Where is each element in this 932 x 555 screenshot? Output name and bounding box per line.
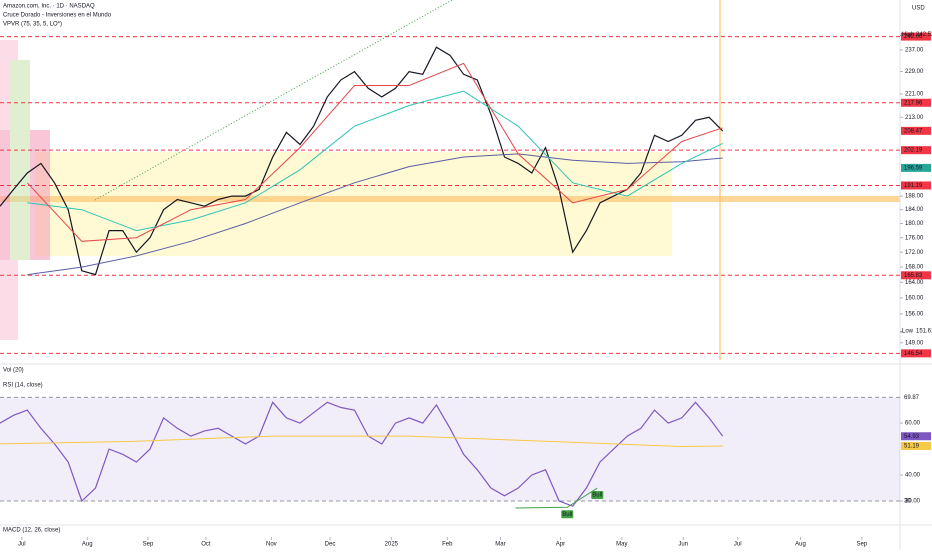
level-label: 191.19 — [904, 183, 923, 189]
level-label: 165.83 — [904, 273, 923, 279]
level-label: 30 — [904, 499, 911, 505]
annotation-label: Bull — [592, 493, 602, 499]
y-tick-label: 164.00 — [905, 280, 924, 286]
series-line — [0, 401, 724, 507]
series-line — [0, 46, 724, 276]
level-tag — [901, 271, 931, 280]
level-tag — [901, 181, 931, 190]
level-label: 146.54 — [904, 351, 923, 357]
indicator-label: VPVR (75, 35, 5, LO*) — [3, 22, 62, 28]
level-label: 202.19 — [904, 148, 923, 154]
y-tick-label: 160.00 — [905, 295, 924, 301]
series-line — [26, 62, 723, 242]
divergence-line — [515, 487, 598, 509]
x-tick-label: Sep — [856, 542, 867, 548]
y-tick-label: 149.00 — [905, 340, 924, 346]
price-tag-label: 196.59 — [904, 165, 923, 171]
pane-label: MACD (12, 26, close) — [3, 528, 60, 534]
y-tick-label: 213.00 — [905, 115, 924, 121]
series-line — [27, 90, 723, 232]
price-tag-label: 54.93 — [904, 434, 920, 440]
pane-label: Vol (20) — [3, 368, 24, 374]
y-tick-label: 176.00 — [905, 235, 924, 241]
x-tick-label: Aug — [82, 542, 93, 548]
level-label: 69.87 — [904, 395, 920, 401]
price-tag — [901, 163, 931, 172]
y-tick-label: 60.00 — [905, 421, 921, 427]
symbol-title: Amazon.com, Inc. · 1D · NASDAQ — [3, 4, 95, 10]
level-label: 242.06 — [904, 34, 923, 40]
y-tick-label: 156.00 — [905, 311, 924, 317]
x-tick-label: Jul — [734, 542, 742, 548]
extreme-label: Low — [902, 328, 914, 334]
x-tick-label: Oct — [201, 542, 211, 548]
y-tick-label: 237.00 — [905, 47, 924, 53]
price-tag — [901, 126, 931, 135]
currency: USD — [912, 6, 925, 12]
indicator-label: Cruce Dorado - Inversiones en el Mundo — [3, 13, 112, 19]
x-tick-label: Mar — [495, 542, 505, 548]
price-tag-label: 51.19 — [904, 444, 920, 450]
y-tick-label: 188.00 — [905, 194, 924, 200]
extreme-label: High — [902, 32, 914, 38]
x-tick-label: May — [616, 542, 627, 548]
y-tick-label: 180.00 — [905, 221, 924, 227]
y-tick-label: 40.00 — [905, 473, 921, 479]
y-tick-label: 229.00 — [905, 69, 924, 75]
series-line — [0, 435, 723, 448]
value-area — [35, 152, 672, 256]
annotation-box — [561, 510, 574, 519]
x-tick-label: Nov — [266, 542, 277, 548]
annotation-label: Bull — [562, 512, 572, 518]
x-tick-label: Sep — [143, 542, 154, 548]
x-tick-label: Apr — [556, 542, 565, 548]
y-tick-label: 168.00 — [905, 265, 924, 271]
trend-line — [94, 0, 453, 201]
y-tick-label: 221.00 — [905, 92, 924, 98]
y-tick-label: 172.00 — [905, 250, 924, 256]
x-tick-label: Aug — [795, 542, 806, 548]
level-tag — [901, 32, 931, 41]
rsi-band — [0, 397, 900, 502]
price-tag — [901, 432, 931, 441]
y-tick-label: 30.00 — [905, 499, 921, 505]
pane-label: RSI (14, close) — [3, 383, 43, 389]
level-label: 217.96 — [904, 100, 923, 106]
level-tag — [901, 98, 931, 107]
vp-buy — [10, 60, 30, 260]
level-tag — [901, 349, 931, 358]
series-line — [27, 153, 723, 276]
x-tick-label: Jun — [678, 542, 688, 548]
x-tick-label: Feb — [442, 542, 453, 548]
extreme-value: 151.61 — [916, 328, 932, 334]
x-tick-label: Jul — [18, 542, 26, 548]
poc-band — [0, 196, 900, 202]
annotation-box — [591, 491, 604, 500]
level-tag — [901, 146, 931, 155]
x-tick-label: Dec — [325, 542, 336, 548]
price-tag — [901, 441, 931, 450]
y-tick-label: 184.00 — [905, 207, 924, 213]
extreme-value: 242.52 — [916, 32, 932, 38]
price-tag-label: 208.47 — [904, 128, 923, 134]
x-tick-label: 2025 — [385, 542, 399, 548]
